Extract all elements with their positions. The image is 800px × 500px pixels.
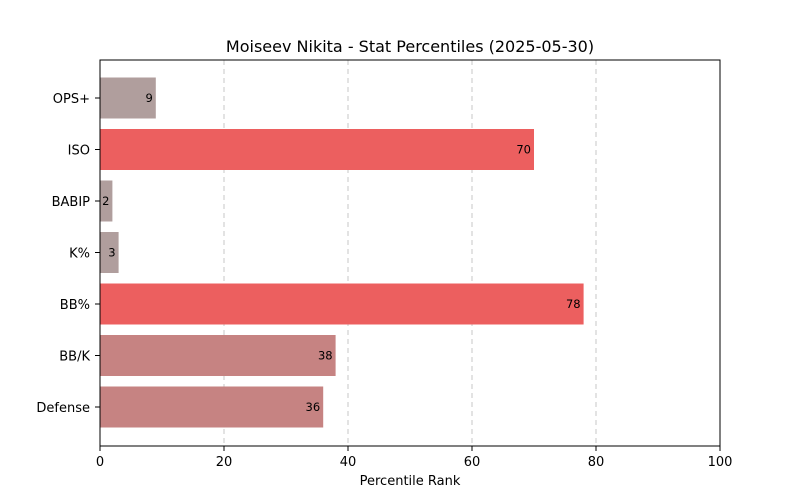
x-tick-label: 100 xyxy=(708,455,733,470)
x-tick-label: 80 xyxy=(588,455,605,470)
bar xyxy=(100,335,336,376)
y-tick-label: BB/K xyxy=(59,350,90,365)
x-axis-label: Percentile Rank xyxy=(360,474,461,489)
bar xyxy=(100,77,156,119)
chart-title: Moiseev Nikita - Stat Percentiles (2025-… xyxy=(226,37,594,56)
bar xyxy=(100,283,584,325)
x-tick-label: 20 xyxy=(216,455,233,470)
bar-value-label: 70 xyxy=(516,143,531,157)
y-tick-label: ISO xyxy=(68,144,90,159)
grid xyxy=(223,60,597,446)
bar-value-label: 38 xyxy=(318,349,333,363)
y-tick-label: K% xyxy=(69,247,90,262)
y-tick-label: BB% xyxy=(60,298,90,313)
x-tick-label: 0 xyxy=(96,455,104,470)
x-axis: 0 20 40 60 80 100 xyxy=(96,446,733,470)
bar-value-label: 3 xyxy=(108,246,115,260)
y-axis: OPS+ ISO BABIP K% BB% BB/K Defense xyxy=(36,92,100,416)
bars xyxy=(100,77,584,428)
x-tick-label: 60 xyxy=(464,455,481,470)
bar xyxy=(100,180,113,222)
x-tick-label: 40 xyxy=(340,455,357,470)
y-tick-label: Defense xyxy=(36,401,90,416)
y-tick-label: BABIP xyxy=(52,195,91,210)
y-tick-label: OPS+ xyxy=(53,92,90,107)
data-labels: 9 70 2 3 78 38 36 xyxy=(102,91,581,414)
bar xyxy=(100,129,534,170)
bar xyxy=(100,386,324,428)
bar-value-label: 78 xyxy=(566,297,581,311)
bar-value-label: 2 xyxy=(102,194,109,208)
bar-value-label: 9 xyxy=(145,91,152,105)
bar xyxy=(100,232,119,273)
bar-value-label: 36 xyxy=(306,400,321,414)
